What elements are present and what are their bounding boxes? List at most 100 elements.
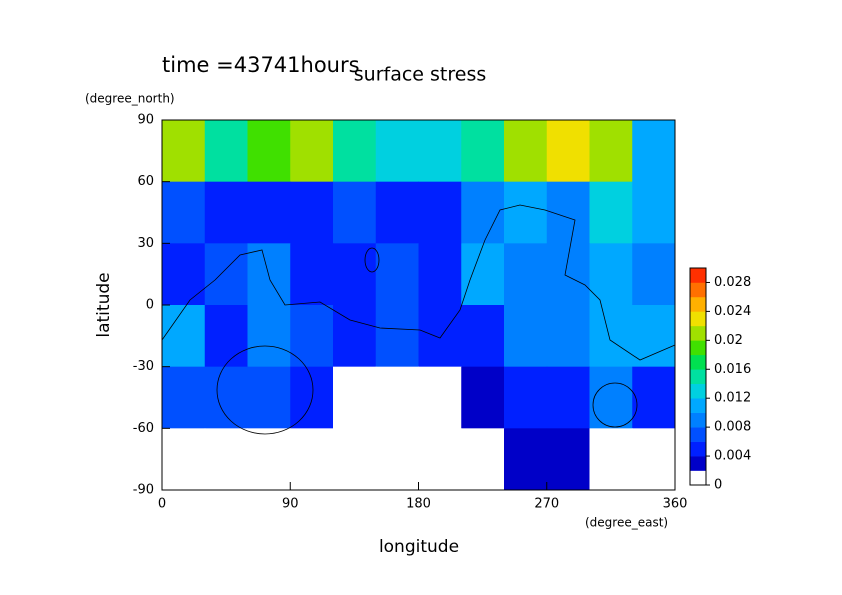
heat-cell [247, 366, 291, 429]
heat-cell [589, 181, 633, 244]
heat-cell [589, 243, 633, 306]
x-tick-label: 180 [406, 497, 431, 512]
colorbar-swatch [690, 296, 706, 312]
colorbar-frame [689, 267, 707, 486]
heat-cell [333, 181, 377, 244]
colorbar-swatch [690, 441, 706, 457]
heat-cell [162, 305, 206, 368]
coastline [161, 204, 676, 435]
heat-cell [290, 243, 334, 306]
heat-cell [204, 120, 248, 183]
heat-cell [504, 366, 548, 429]
heat-cell [418, 243, 462, 306]
heat-cell [333, 305, 377, 368]
chart-subtitle: time =43741hours [162, 53, 360, 77]
heat-cell [632, 181, 676, 244]
heat-cell [375, 120, 419, 183]
y-tick-label: 0 [146, 298, 154, 313]
heat-cell [162, 243, 206, 306]
heat-cell [461, 366, 505, 429]
heat-cell [204, 243, 248, 306]
heat-cell [504, 305, 548, 368]
heat-cell [290, 120, 334, 183]
heat-cell [461, 243, 505, 306]
colorbar-swatch [690, 412, 706, 428]
colorbar-swatch [690, 383, 706, 399]
colorbar-tick-label: 0.024 [714, 304, 751, 319]
colorbar-swatch [690, 340, 706, 356]
y-tick-label: -60 [133, 421, 154, 436]
x-unit: (degree_east) [585, 516, 668, 530]
colorbar-swatch [690, 282, 706, 298]
heat-cell [247, 428, 291, 491]
colorbar-swatch [690, 398, 706, 413]
y-tick-label: 30 [137, 236, 154, 251]
heat-cell [632, 428, 676, 491]
heat-cell [461, 120, 505, 183]
heat-cell [589, 366, 633, 429]
heat-cell [375, 366, 419, 429]
y-unit: (degree_north) [85, 92, 175, 106]
heat-cell [589, 305, 633, 368]
y-axis-label: latitude [94, 272, 114, 337]
heat-cell [204, 366, 248, 429]
heat-cell [504, 181, 548, 244]
heat-cell [589, 120, 633, 183]
colorbar-tick-label: 0.008 [714, 420, 751, 435]
colorbar-swatch [690, 311, 706, 327]
heat-cell [504, 120, 548, 183]
heat-cell [247, 120, 291, 183]
heat-cell [162, 366, 206, 429]
colorbar-swatch [690, 268, 706, 283]
heat-cell [504, 428, 548, 491]
x-tick-label: 360 [663, 497, 688, 512]
heat-cell [632, 243, 676, 306]
heat-cell [632, 366, 676, 429]
colorbar-tick-label: 0.028 [714, 275, 751, 290]
heat-cell [290, 366, 334, 429]
colorbar-swatch [690, 456, 706, 471]
x-axis-label: longitude [379, 537, 459, 557]
heat-cell [333, 120, 377, 183]
heat-cell [546, 305, 590, 368]
heat-cell [247, 243, 291, 306]
heat-cell [375, 243, 419, 306]
heat-cell [375, 181, 419, 244]
colorbar-tick-label: 0.004 [714, 449, 751, 464]
heat-cell [333, 366, 377, 429]
heat-cell [204, 428, 248, 491]
heat-cell [461, 181, 505, 244]
heat-cell [247, 181, 291, 244]
colorbar-tick-label: 0 [714, 478, 722, 493]
x-tick-label: 270 [534, 497, 559, 512]
heat-cell [290, 428, 334, 491]
heat-cell [247, 305, 291, 368]
heat-cell [589, 428, 633, 491]
heat-cell [290, 181, 334, 244]
heat-cell [546, 120, 590, 183]
heat-cell [418, 305, 462, 368]
heat-cell [204, 305, 248, 368]
heat-cell [333, 428, 377, 491]
heat-cell [418, 366, 462, 429]
heat-cell [418, 120, 462, 183]
colorbar-swatch [690, 325, 706, 341]
heat-cell [546, 366, 590, 429]
y-tick-label: 90 [137, 113, 154, 128]
heat-cell [290, 305, 334, 368]
colorbar-tick-label: 0.012 [714, 391, 751, 406]
heat-cell [546, 243, 590, 306]
heat-cell [375, 428, 419, 491]
heat-cell [461, 305, 505, 368]
colorbar-swatch [690, 470, 706, 486]
x-tick-label: 90 [282, 497, 299, 512]
heat-cell [162, 120, 206, 183]
heat-cell [418, 181, 462, 244]
y-tick-label: 60 [137, 174, 154, 189]
colorbar-swatch [690, 354, 706, 370]
heat-cell [333, 243, 377, 306]
heat-cell [504, 243, 548, 306]
heat-cell [632, 305, 676, 368]
heat-cell [162, 428, 206, 491]
